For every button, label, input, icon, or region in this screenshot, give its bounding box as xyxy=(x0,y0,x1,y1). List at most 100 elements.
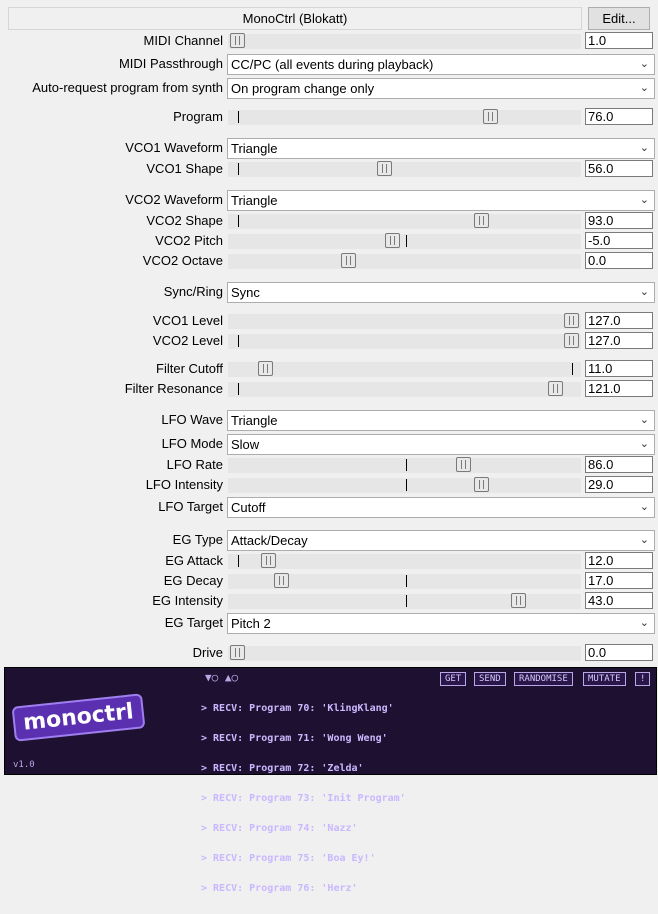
filter-cutoff-slider[interactable] xyxy=(228,361,581,377)
lfo-rate-label: LFO Rate xyxy=(166,457,223,472)
midi-channel-row: MIDI Channel 1.0 xyxy=(0,31,658,51)
eg-decay-slider[interactable] xyxy=(228,573,581,589)
lfo-mode-select[interactable]: Slow ⌄ xyxy=(227,434,655,455)
vco2-waveform-label: VCO2 Waveform xyxy=(125,192,223,207)
auto-request-selected: On program change only xyxy=(231,81,375,96)
drive-value[interactable]: 0.0 xyxy=(585,644,653,661)
lfo-intensity-label: LFO Intensity xyxy=(145,477,223,492)
filter-resonance-value[interactable]: 121.0 xyxy=(585,380,653,397)
vco2-octave-value[interactable]: 0.0 xyxy=(585,252,653,269)
slider-tick xyxy=(238,383,239,395)
slider-thumb[interactable] xyxy=(385,233,400,248)
panel-toolbar-icons[interactable]: ▼○ ▲○ xyxy=(205,671,239,684)
eg-type-label: EG Type xyxy=(172,532,223,547)
slider-thumb[interactable] xyxy=(564,313,579,328)
slider-thumb[interactable] xyxy=(258,361,273,376)
edit-button[interactable]: Edit... xyxy=(588,7,650,30)
eg-attack-label: EG Attack xyxy=(165,553,223,568)
vco2-pitch-value[interactable]: -5.0 xyxy=(585,232,653,249)
vco1-waveform-select[interactable]: Triangle ⌄ xyxy=(227,138,655,159)
eg-intensity-slider[interactable] xyxy=(228,593,581,609)
slider-thumb[interactable] xyxy=(474,477,489,492)
lfo-rate-row: LFO Rate 86.0 xyxy=(0,455,658,475)
vco2-octave-row: VCO2 Octave 0.0 xyxy=(0,251,658,271)
vco2-level-value[interactable]: 127.0 xyxy=(585,332,653,349)
slider-thumb[interactable] xyxy=(230,645,245,660)
slider-tick xyxy=(406,595,407,607)
auto-request-select[interactable]: On program change only ⌄ xyxy=(227,78,655,99)
lfo-wave-selected: Triangle xyxy=(231,413,278,428)
mutate-button[interactable]: MUTATE xyxy=(583,672,626,686)
slider-thumb[interactable] xyxy=(377,161,392,176)
program-slider[interactable] xyxy=(228,109,581,125)
midi-channel-value[interactable]: 1.0 xyxy=(585,32,653,49)
program-label: Program xyxy=(173,109,223,124)
chevron-down-icon: ⌄ xyxy=(639,501,649,513)
vco1-shape-slider[interactable] xyxy=(228,161,581,177)
vco2-pitch-row: VCO2 Pitch -5.0 xyxy=(0,231,658,251)
filter-cutoff-label: Filter Cutoff xyxy=(156,361,223,376)
slider-thumb[interactable] xyxy=(230,33,245,48)
eg-attack-value[interactable]: 12.0 xyxy=(585,552,653,569)
midi-channel-slider[interactable] xyxy=(228,33,581,49)
eg-attack-row: EG Attack 12.0 xyxy=(0,551,658,571)
filter-resonance-slider[interactable] xyxy=(228,381,581,397)
info-button[interactable]: ! xyxy=(635,672,651,686)
slider-thumb[interactable] xyxy=(511,593,526,608)
eg-type-select[interactable]: Attack/Decay ⌄ xyxy=(227,530,655,551)
vco1-level-slider[interactable] xyxy=(228,313,581,329)
sync-ring-selected: Sync xyxy=(231,285,260,300)
randomise-button[interactable]: RANDOMISE xyxy=(514,672,573,686)
slider-tick xyxy=(572,363,573,375)
eg-target-select[interactable]: Pitch 2 ⌄ xyxy=(227,613,655,634)
vco1-level-value[interactable]: 127.0 xyxy=(585,312,653,329)
chevron-down-icon: ⌄ xyxy=(639,142,649,154)
lfo-wave-row: LFO Wave Triangle ⌄ xyxy=(0,410,658,431)
send-button[interactable]: SEND xyxy=(474,672,506,686)
vco2-pitch-slider[interactable] xyxy=(228,233,581,249)
slider-thumb[interactable] xyxy=(274,573,289,588)
slider-thumb[interactable] xyxy=(483,109,498,124)
monoctrl-panel: monoctrl v1.0 ▼○ ▲○ GET SEND RANDOMISE M… xyxy=(4,667,657,894)
vco2-octave-label: VCO2 Octave xyxy=(142,253,223,268)
eg-intensity-value[interactable]: 43.0 xyxy=(585,592,653,609)
eg-attack-slider[interactable] xyxy=(228,553,581,569)
chevron-down-icon: ⌄ xyxy=(639,58,649,70)
vco2-level-row: VCO2 Level 127.0 xyxy=(0,331,658,351)
vco2-octave-slider[interactable] xyxy=(228,253,581,269)
chevron-down-icon: ⌄ xyxy=(639,414,649,426)
vco1-waveform-row: VCO1 Waveform Triangle ⌄ xyxy=(0,138,658,159)
midi-passthrough-select[interactable]: CC/PC (all events during playback) ⌄ xyxy=(227,54,655,75)
vco1-shape-value[interactable]: 56.0 xyxy=(585,160,653,177)
lfo-rate-slider[interactable] xyxy=(228,457,581,473)
log-line: > RECV: Program 73: 'Init Program' xyxy=(201,793,406,804)
lfo-wave-select[interactable]: Triangle ⌄ xyxy=(227,410,655,431)
eg-target-label: EG Target xyxy=(164,615,223,630)
slider-thumb[interactable] xyxy=(474,213,489,228)
slider-thumb[interactable] xyxy=(548,381,563,396)
lfo-mode-selected: Slow xyxy=(231,437,260,452)
vco2-shape-value[interactable]: 93.0 xyxy=(585,212,653,229)
program-value[interactable]: 76.0 xyxy=(585,108,653,125)
eg-target-row: EG Target Pitch 2 ⌄ xyxy=(0,613,658,634)
midi-channel-label: MIDI Channel xyxy=(143,33,223,48)
slider-thumb[interactable] xyxy=(261,553,276,568)
filter-cutoff-value[interactable]: 11.0 xyxy=(585,360,653,377)
slider-thumb[interactable] xyxy=(564,333,579,348)
slider-thumb[interactable] xyxy=(456,457,471,472)
vco2-shape-slider[interactable] xyxy=(228,213,581,229)
slider-thumb[interactable] xyxy=(341,253,356,268)
sync-ring-row: Sync/Ring Sync ⌄ xyxy=(0,282,658,303)
eg-decay-value[interactable]: 17.0 xyxy=(585,572,653,589)
get-button[interactable]: GET xyxy=(440,672,467,686)
vco2-waveform-select[interactable]: Triangle ⌄ xyxy=(227,190,655,211)
lfo-intensity-value[interactable]: 29.0 xyxy=(585,476,653,493)
drive-slider[interactable] xyxy=(228,645,581,661)
vco2-level-slider[interactable] xyxy=(228,333,581,349)
lfo-rate-value[interactable]: 86.0 xyxy=(585,456,653,473)
lfo-intensity-slider[interactable] xyxy=(228,477,581,493)
log-line: > RECV: Program 71: 'Wong Weng' xyxy=(201,733,388,744)
sync-ring-select[interactable]: Sync ⌄ xyxy=(227,282,655,303)
chevron-down-icon: ⌄ xyxy=(639,82,649,94)
lfo-target-select[interactable]: Cutoff ⌄ xyxy=(227,497,655,518)
